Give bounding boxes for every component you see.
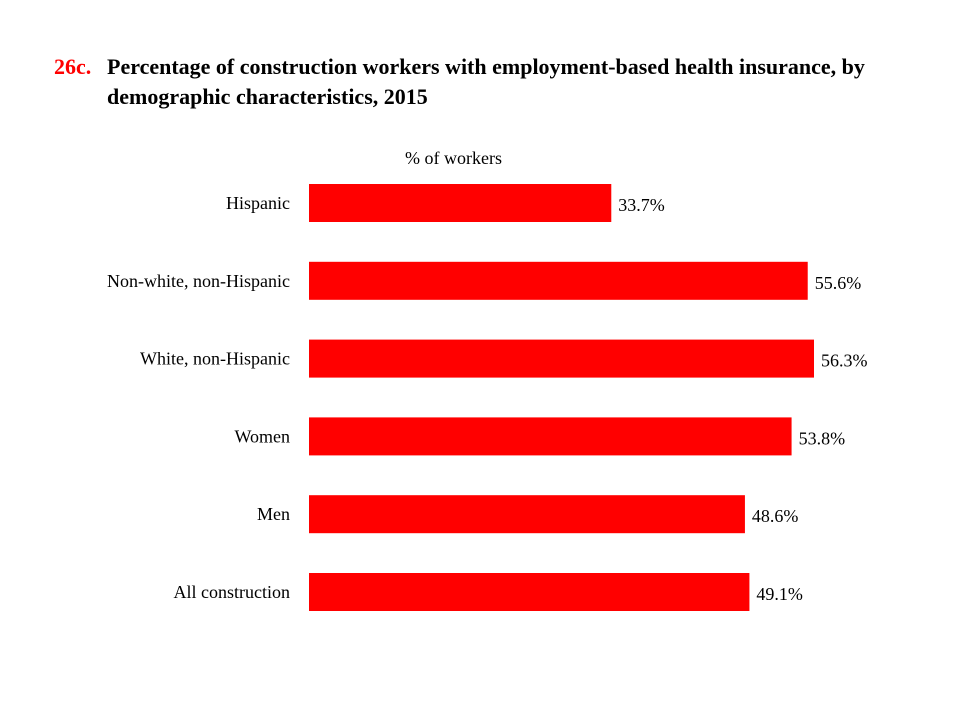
category-label: Hispanic: [226, 193, 290, 213]
category-label: Women: [234, 426, 290, 446]
data-label: 33.7%: [618, 195, 665, 215]
category-label: All construction: [174, 582, 290, 602]
category-label: Men: [257, 504, 290, 524]
bar-0: [309, 184, 612, 222]
category-label: Non-white, non-Hispanic: [107, 271, 290, 291]
data-label: 56.3%: [821, 351, 868, 371]
data-label: 55.6%: [815, 273, 862, 293]
data-label: 49.1%: [756, 584, 803, 604]
category-label: White, non-Hispanic: [140, 349, 290, 369]
bar-1: [309, 261, 808, 300]
bar-3: [309, 417, 792, 456]
data-label: 48.6%: [752, 506, 799, 526]
bar-4: [309, 495, 745, 534]
figure-title: Percentage of construction workers with …: [107, 54, 865, 109]
data-label: 53.8%: [799, 428, 846, 448]
value-axis-label: % of workers: [405, 148, 502, 168]
bar-5: [309, 573, 750, 611]
figure-number: 26c.: [54, 54, 92, 79]
bar-2: [309, 339, 814, 378]
